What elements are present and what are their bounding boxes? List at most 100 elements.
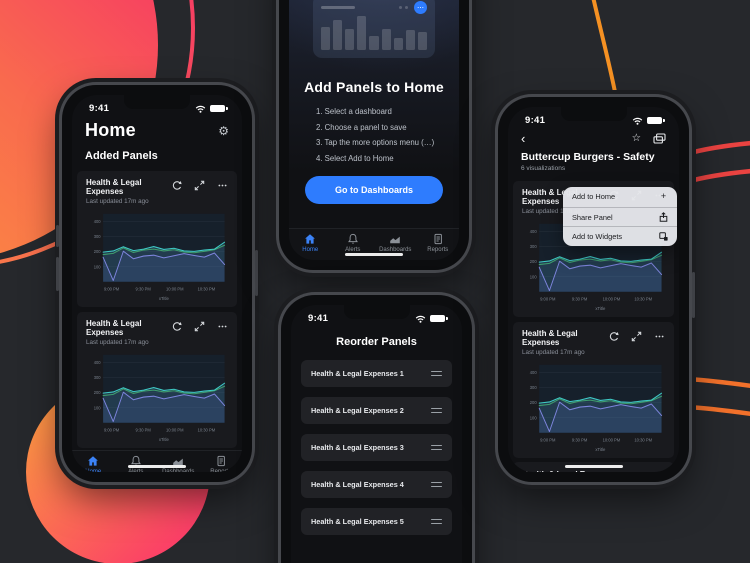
status-time: 9:41 — [89, 103, 110, 114]
refresh-icon[interactable] — [171, 180, 182, 191]
home-indicator[interactable] — [128, 464, 186, 468]
svg-text:300: 300 — [94, 375, 101, 380]
svg-text:200: 200 — [530, 400, 537, 405]
svg-text:10:00 PM: 10:00 PM — [603, 437, 621, 442]
phone-home: 9:41 Home ⚙ Added Panels Health & Legal … — [56, 85, 258, 482]
svg-text:400: 400 — [530, 370, 537, 375]
drag-handle-icon[interactable] — [431, 481, 442, 488]
illustration-title-pill — [321, 5, 355, 10]
go-to-dashboards-button[interactable]: Go to Dashboards — [305, 175, 443, 204]
illustration-dot — [405, 6, 408, 9]
svg-text:9:00 PM: 9:00 PM — [540, 437, 556, 442]
settings-gear-icon[interactable]: ⚙ — [218, 123, 229, 138]
home-header: Home ⚙ — [72, 116, 242, 141]
onboarding-title: Add Panels to Home — [304, 79, 444, 95]
svg-text:10:00 PM: 10:00 PM — [166, 286, 184, 291]
wifi-icon — [415, 315, 426, 323]
favorite-star-icon[interactable]: ☆ — [631, 132, 641, 145]
reorder-row[interactable]: Health & Legal Expenses 5 — [301, 508, 452, 535]
svg-text:xTitle: xTitle — [595, 306, 606, 311]
drag-handle-icon[interactable] — [431, 444, 442, 451]
illustration-bar — [393, 37, 403, 50]
refresh-icon[interactable] — [171, 321, 182, 332]
back-chevron-icon[interactable]: ‹ — [521, 130, 526, 146]
more-options-icon[interactable] — [217, 321, 228, 332]
step-3: 3. Tap the more options menu (…) — [316, 138, 435, 147]
panel-updated: Last updated 17m ago — [86, 198, 149, 205]
svg-text:100: 100 — [530, 274, 537, 279]
status-bar: 9:41 — [508, 107, 679, 128]
svg-text:10:30 PM: 10:30 PM — [198, 427, 216, 432]
illustration-bar — [417, 31, 427, 50]
wifi-icon — [195, 105, 206, 113]
home-indicator[interactable] — [564, 464, 623, 468]
detail-nav: ‹ ☆ — [508, 128, 679, 146]
menu-item-add-to-home[interactable]: Add to Home + — [572, 191, 667, 202]
widgets-icon — [659, 232, 668, 241]
tab-reports[interactable]: Reports — [200, 455, 243, 472]
drag-handle-icon[interactable] — [431, 407, 442, 414]
bell-icon — [347, 233, 358, 244]
svg-text:400: 400 — [94, 360, 101, 365]
dashboard-subtitle: 6 visualizations — [521, 165, 566, 172]
dashboards-stack-icon[interactable] — [653, 133, 666, 144]
reorder-row[interactable]: Health & Legal Expenses 4 — [301, 471, 452, 498]
expand-icon[interactable] — [194, 180, 205, 191]
reorder-row[interactable]: Health & Legal Expenses 2 — [301, 397, 452, 424]
tab-dashboards[interactable]: Dashboards — [157, 455, 200, 472]
line-chart: 100 200 300 400 9:00 PM 9:30 PM 10:00 PM 10:30 … — [530, 364, 663, 452]
panel-updated: Last updated 17m ago — [522, 349, 585, 356]
panel-title: Health & Legal Expenses — [86, 178, 142, 196]
panel-card[interactable]: Health & Legal Expenses Last updated 17m… — [77, 171, 237, 307]
svg-text:9:30 PM: 9:30 PM — [572, 437, 588, 442]
illustration-bar — [321, 26, 331, 50]
notch — [124, 95, 190, 109]
tab-dashboards[interactable]: Dashboards — [374, 233, 417, 253]
home-icon — [88, 456, 99, 466]
panel-card[interactable]: Health & Legal Expenses Last updated 17m… — [77, 312, 237, 448]
refresh-icon[interactable] — [608, 331, 619, 342]
more-options-icon[interactable] — [654, 331, 665, 342]
status-bar: 9:41 — [72, 95, 242, 116]
status-bar: 9:41 — [291, 305, 462, 326]
dashboard-title: Buttercup Burgers - Safety — [521, 151, 655, 163]
dashboards-icon — [173, 458, 184, 466]
svg-text:200: 200 — [530, 259, 537, 264]
svg-text:300: 300 — [530, 244, 537, 249]
add-panels-screen: ⋯ Add Panels to Home 1. Select a dashboa… — [289, 0, 459, 260]
phone-dashboard-detail: 9:41 ‹ ☆ Buttercup Burgers - Safety 6 vi… — [498, 97, 695, 482]
menu-item-add-to-widgets[interactable]: Add to Widgets — [563, 226, 677, 246]
line-chart: 100 200 300 400 9:00 PM 9:30 PM 10:00 PM 10:30 … — [94, 354, 226, 442]
reorder-list: Health & Legal Expenses 1 Health & Legal… — [291, 356, 462, 539]
step-2: 2. Choose a panel to save — [316, 122, 407, 132]
svg-text:400: 400 — [530, 229, 537, 234]
page-title: Reorder Panels — [336, 336, 417, 348]
panel-context-menu: Add to Home + Share Panel Add to Widgets — [563, 187, 677, 247]
panel-card[interactable]: Health & Legal Expenses Last updated 17m… — [513, 322, 674, 458]
more-options-icon[interactable] — [217, 180, 228, 191]
step-1: 1. Select a dashboard — [316, 107, 392, 116]
tab-alerts[interactable]: Alerts — [332, 233, 375, 253]
panel-title: Health & Legal Expenses — [522, 470, 665, 472]
svg-text:200: 200 — [94, 390, 101, 395]
section-title: Added Panels — [85, 150, 158, 162]
tab-home[interactable]: Home — [72, 455, 115, 472]
svg-text:100: 100 — [94, 264, 101, 269]
reorder-row[interactable]: Health & Legal Expenses 3 — [301, 434, 452, 461]
svg-text:10:30 PM: 10:30 PM — [634, 437, 652, 442]
step-4: 4. Select Add to Home — [316, 153, 394, 163]
tab-home[interactable]: Home — [289, 233, 332, 253]
reorder-row[interactable]: Health & Legal Expenses 1 — [301, 360, 452, 387]
drag-handle-icon[interactable] — [431, 370, 442, 377]
menu-item-share-panel[interactable]: Share Panel — [563, 206, 677, 227]
dashboards-icon — [390, 236, 401, 244]
tab-alerts[interactable]: Alerts — [115, 455, 158, 472]
illustration-bar — [405, 30, 415, 50]
expand-icon[interactable] — [194, 321, 205, 332]
battery-icon — [210, 104, 228, 113]
drag-handle-icon[interactable] — [431, 518, 442, 525]
tab-reports[interactable]: Reports — [417, 233, 460, 253]
expand-icon[interactable] — [631, 331, 642, 342]
home-indicator[interactable] — [345, 252, 403, 256]
